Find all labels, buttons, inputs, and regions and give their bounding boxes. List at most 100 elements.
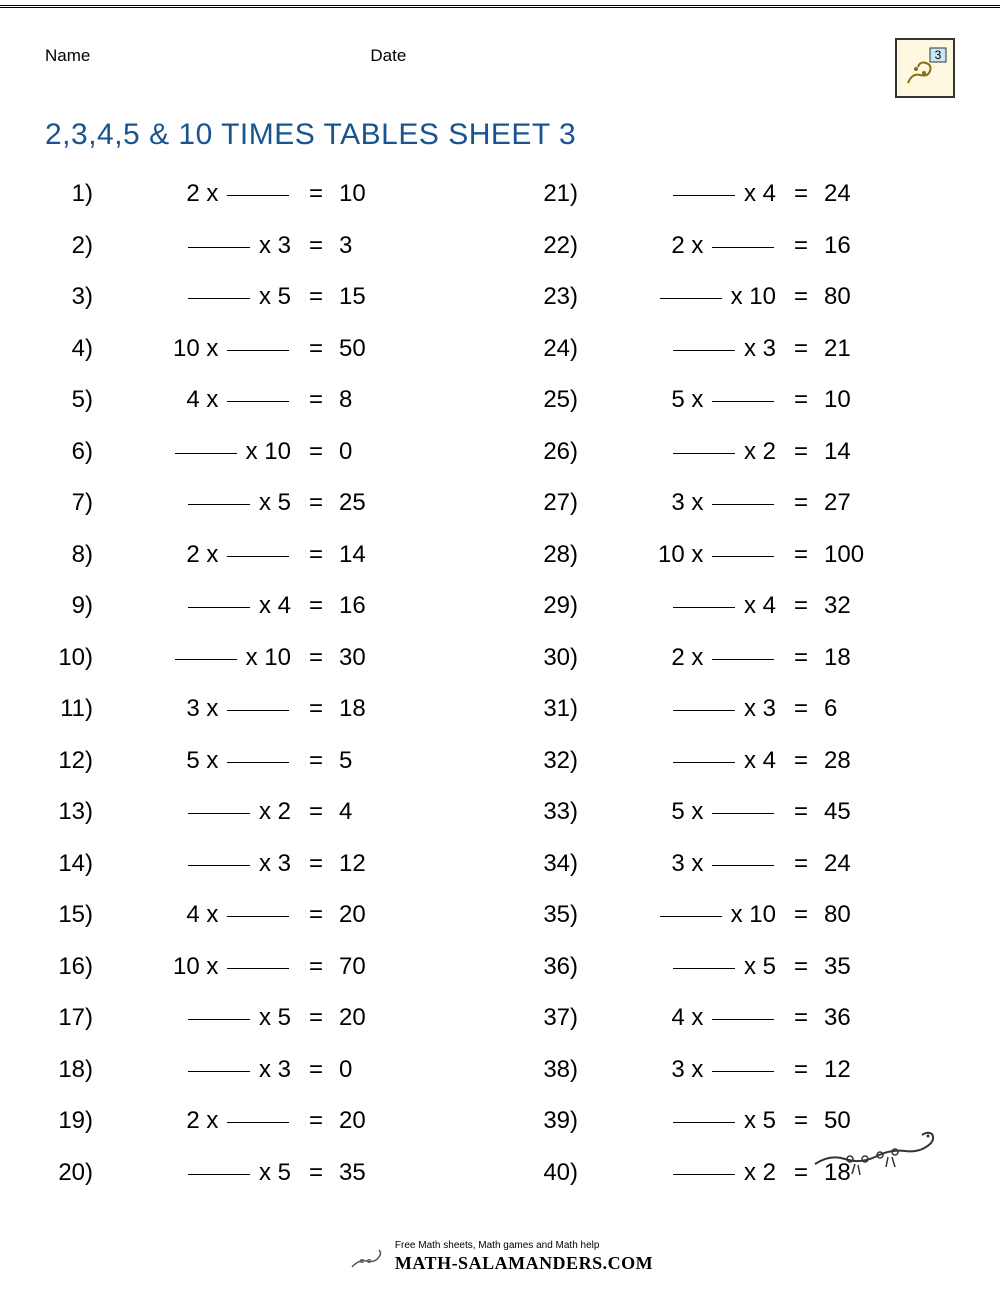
blank-line[interactable]: [712, 659, 774, 660]
problem-row: 16)10 x =70: [45, 953, 470, 985]
blank-line[interactable]: [227, 195, 289, 196]
answer-value: 16: [816, 232, 872, 260]
answer-value: 12: [331, 850, 387, 878]
problem-row: 29) x 4=32: [530, 592, 955, 624]
blank-line[interactable]: [712, 504, 774, 505]
blank-line[interactable]: [712, 401, 774, 402]
blank-line[interactable]: [660, 298, 722, 299]
blank-line[interactable]: [227, 1122, 289, 1123]
problem-expression: 2 x: [101, 1107, 301, 1135]
answer-value: 10: [331, 180, 387, 208]
blank-line[interactable]: [188, 1071, 250, 1072]
blank-line[interactable]: [227, 710, 289, 711]
blank-line[interactable]: [673, 607, 735, 608]
problem-expression: 5 x: [586, 386, 786, 414]
problem-expression: x 10: [101, 644, 301, 672]
blank-line[interactable]: [712, 813, 774, 814]
operand-a: 2 x: [186, 180, 225, 207]
operand-a: 3 x: [671, 1056, 710, 1083]
problem-expression: x 5: [101, 1159, 301, 1187]
problem-number: 13): [45, 798, 101, 826]
operand-a: 2 x: [186, 541, 225, 568]
answer-value: 45: [816, 798, 872, 826]
problems-column-right: 21) x 4=2422)2 x =1623) x 10=8024) x 3=2…: [530, 180, 955, 1210]
blank-line[interactable]: [188, 607, 250, 608]
blank-line[interactable]: [673, 195, 735, 196]
equals-sign: =: [786, 901, 816, 929]
operand-b: x 10: [724, 283, 776, 310]
blank-line[interactable]: [660, 916, 722, 917]
problem-number: 34): [530, 850, 586, 878]
blank-line[interactable]: [227, 401, 289, 402]
blank-line[interactable]: [188, 865, 250, 866]
problem-number: 6): [45, 438, 101, 466]
blank-line[interactable]: [227, 916, 289, 917]
operand-b: x 5: [252, 489, 291, 516]
operand-b: x 2: [737, 438, 776, 465]
operand-a: 3 x: [671, 850, 710, 877]
blank-line[interactable]: [227, 350, 289, 351]
operand-b: x 4: [737, 180, 776, 207]
name-date-container: Name Date: [45, 38, 895, 66]
equals-sign: =: [786, 1004, 816, 1032]
problem-expression: x 5: [101, 1004, 301, 1032]
blank-line[interactable]: [227, 556, 289, 557]
blank-line[interactable]: [227, 968, 289, 969]
blank-line[interactable]: [673, 453, 735, 454]
operand-a: 3 x: [186, 695, 225, 722]
answer-value: 36: [816, 1004, 872, 1032]
blank-line[interactable]: [188, 1174, 250, 1175]
equals-sign: =: [301, 1159, 331, 1187]
equals-sign: =: [786, 850, 816, 878]
answer-value: 10: [816, 386, 872, 414]
blank-line[interactable]: [712, 556, 774, 557]
problem-expression: x 5: [586, 1107, 786, 1135]
blank-line[interactable]: [175, 453, 237, 454]
operand-b: x 5: [252, 1004, 291, 1031]
blank-line[interactable]: [175, 659, 237, 660]
equals-sign: =: [301, 386, 331, 414]
problem-expression: x 4: [586, 180, 786, 208]
blank-line[interactable]: [188, 247, 250, 248]
problem-row: 31) x 3=6: [530, 695, 955, 727]
problem-number: 9): [45, 592, 101, 620]
answer-value: 100: [816, 541, 872, 569]
operand-b: x 3: [252, 1056, 291, 1083]
problem-number: 15): [45, 901, 101, 929]
blank-line[interactable]: [673, 762, 735, 763]
equals-sign: =: [786, 541, 816, 569]
problem-expression: 2 x: [101, 541, 301, 569]
problem-number: 25): [530, 386, 586, 414]
operand-a: 2 x: [671, 232, 710, 259]
operand-b: x 3: [252, 232, 291, 259]
problem-expression: x 10: [101, 438, 301, 466]
equals-sign: =: [786, 180, 816, 208]
problem-expression: x 2: [101, 798, 301, 826]
problem-row: 20) x 5=35: [45, 1159, 470, 1191]
blank-line[interactable]: [673, 968, 735, 969]
blank-line[interactable]: [188, 298, 250, 299]
answer-value: 80: [816, 901, 872, 929]
operand-a: 4 x: [671, 1004, 710, 1031]
problem-number: 17): [45, 1004, 101, 1032]
blank-line[interactable]: [188, 504, 250, 505]
blank-line[interactable]: [712, 1071, 774, 1072]
answer-value: 20: [331, 1004, 387, 1032]
blank-line[interactable]: [673, 710, 735, 711]
blank-line[interactable]: [188, 1019, 250, 1020]
problem-number: 23): [530, 283, 586, 311]
blank-line[interactable]: [712, 1019, 774, 1020]
blank-line[interactable]: [227, 762, 289, 763]
blank-line[interactable]: [712, 247, 774, 248]
blank-line[interactable]: [673, 1174, 735, 1175]
equals-sign: =: [786, 283, 816, 311]
equals-sign: =: [301, 695, 331, 723]
blank-line[interactable]: [673, 1122, 735, 1123]
blank-line[interactable]: [673, 350, 735, 351]
problem-number: 30): [530, 644, 586, 672]
logo-badge: 3: [895, 38, 955, 98]
blank-line[interactable]: [712, 865, 774, 866]
salamander-badge-icon: 3: [900, 43, 950, 93]
problem-number: 2): [45, 232, 101, 260]
blank-line[interactable]: [188, 813, 250, 814]
